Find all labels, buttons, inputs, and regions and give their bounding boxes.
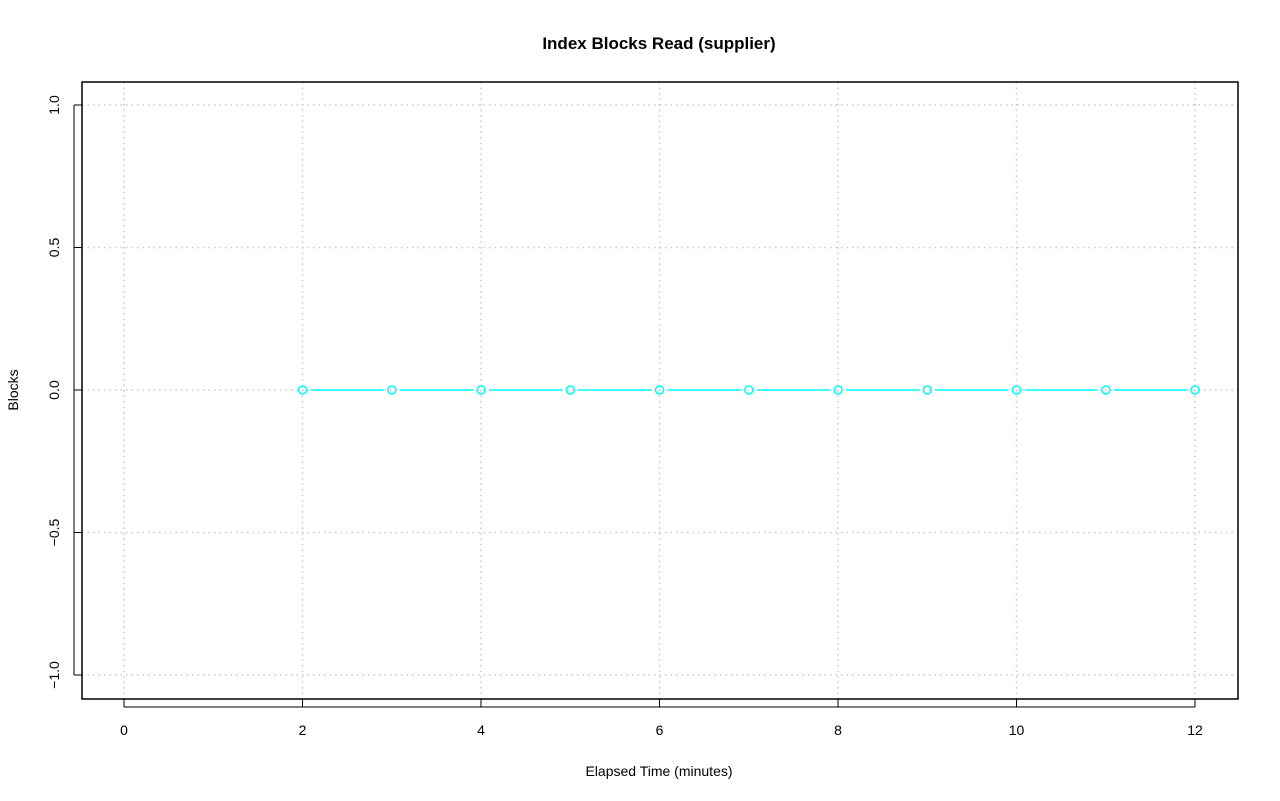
x-tick-label: 6 xyxy=(656,722,664,738)
data-point xyxy=(565,385,575,395)
data-point xyxy=(833,385,843,395)
data-point xyxy=(1101,385,1111,395)
data-point xyxy=(387,385,397,395)
x-axis-label: Elapsed Time (minutes) xyxy=(585,763,732,779)
data-point xyxy=(922,385,932,395)
y-tick-label: 0.0 xyxy=(46,380,62,400)
chart-title: Index Blocks Read (supplier) xyxy=(542,34,775,53)
y-tick-label: −0.5 xyxy=(46,518,62,546)
axes: 0 2 4 6 8 10 12 −1.0 −0.5 0.0 0.5 1.0 xyxy=(46,95,1203,738)
y-tick-label: 1.0 xyxy=(46,95,62,115)
data-point xyxy=(297,385,308,395)
x-tick-label: 4 xyxy=(477,722,485,738)
x-tick-label: 12 xyxy=(1187,722,1203,738)
data-point xyxy=(744,385,754,395)
y-tick-label: −1.0 xyxy=(46,661,62,689)
x-tick-label: 0 xyxy=(120,722,128,738)
data-point xyxy=(476,385,486,395)
data-point xyxy=(1190,385,1200,395)
data-point xyxy=(1011,385,1022,395)
y-axis-label: Blocks xyxy=(5,369,21,410)
x-tick-label: 10 xyxy=(1009,722,1025,738)
x-tick-label: 2 xyxy=(299,722,307,738)
series-layer xyxy=(297,385,1200,395)
x-tick-label: 8 xyxy=(834,722,842,738)
y-tick-label: 0.5 xyxy=(46,238,62,258)
data-point xyxy=(654,385,665,395)
